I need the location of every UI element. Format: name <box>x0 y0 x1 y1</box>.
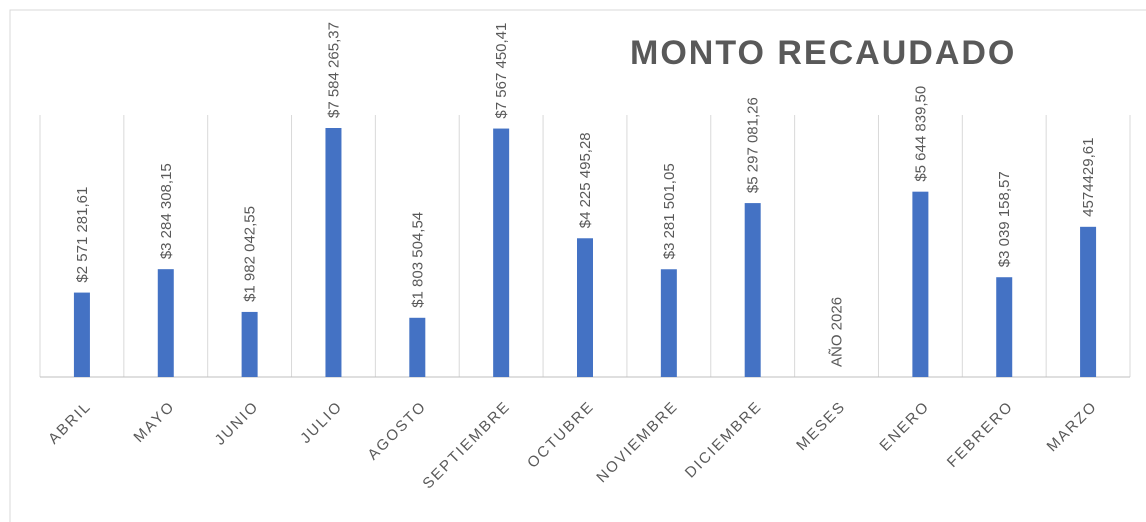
bar <box>409 317 426 377</box>
chart-title: MONTO RECAUDADO <box>630 34 1016 72</box>
bar <box>241 311 258 377</box>
data-label: $1 803 504,54 <box>409 212 426 308</box>
data-label: $5 644 839,50 <box>912 86 929 182</box>
bar <box>744 203 761 377</box>
data-label: $5 297 081,26 <box>745 97 762 193</box>
data-label: $3 284 308,15 <box>158 163 175 259</box>
bar <box>912 191 929 377</box>
data-label: $7 584 265,37 <box>325 22 342 118</box>
bar <box>73 292 90 377</box>
data-label: $3 281 501,05 <box>661 163 678 259</box>
bar <box>157 269 174 377</box>
data-label: $1 982 042,55 <box>242 206 259 302</box>
data-label: 4574429,61 <box>1080 138 1097 217</box>
bar <box>325 128 342 377</box>
data-label: $2 571 281,61 <box>74 187 91 283</box>
data-label: $7 567 450,41 <box>493 23 510 119</box>
bar <box>1080 226 1097 377</box>
data-label: $4 225 495,28 <box>577 132 594 228</box>
data-label: AÑO 2026 <box>829 297 846 367</box>
bar <box>493 128 510 377</box>
bar <box>996 277 1013 377</box>
bar <box>577 238 593 377</box>
bar <box>660 269 677 377</box>
data-label: $3 039 158,57 <box>996 171 1013 267</box>
